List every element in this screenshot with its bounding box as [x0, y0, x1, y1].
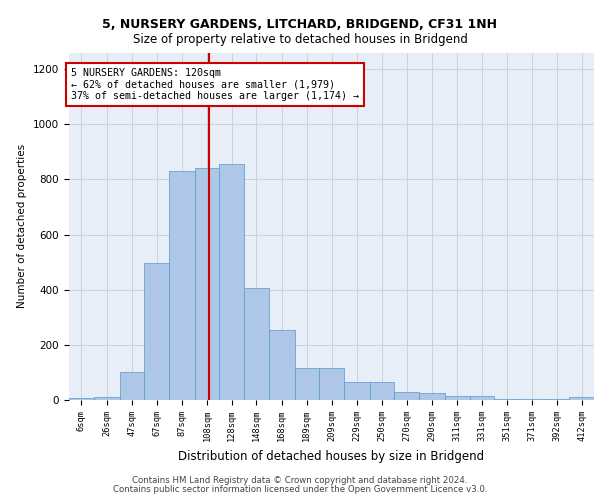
- Text: Contains HM Land Registry data © Crown copyright and database right 2024.: Contains HM Land Registry data © Crown c…: [132, 476, 468, 485]
- Bar: [370, 382, 394, 400]
- Text: Size of property relative to detached houses in Bridgend: Size of property relative to detached ho…: [133, 32, 467, 46]
- X-axis label: Distribution of detached houses by size in Bridgend: Distribution of detached houses by size …: [178, 450, 485, 462]
- Y-axis label: Number of detached properties: Number of detached properties: [17, 144, 28, 308]
- Bar: [244, 288, 269, 400]
- Text: Contains public sector information licensed under the Open Government Licence v3: Contains public sector information licen…: [113, 485, 487, 494]
- Text: 5 NURSERY GARDENS: 120sqm
← 62% of detached houses are smaller (1,979)
37% of se: 5 NURSERY GARDENS: 120sqm ← 62% of detac…: [71, 68, 359, 101]
- Bar: [295, 368, 319, 400]
- Bar: [169, 171, 195, 400]
- Bar: [494, 398, 519, 400]
- Bar: [344, 382, 370, 400]
- Bar: [394, 392, 419, 400]
- Bar: [195, 168, 220, 400]
- Bar: [319, 368, 344, 400]
- Bar: [569, 397, 594, 400]
- Bar: [144, 264, 169, 400]
- Bar: [220, 164, 244, 400]
- Text: 5, NURSERY GARDENS, LITCHARD, BRIDGEND, CF31 1NH: 5, NURSERY GARDENS, LITCHARD, BRIDGEND, …: [103, 18, 497, 30]
- Bar: [445, 396, 470, 400]
- Bar: [69, 398, 94, 400]
- Bar: [269, 330, 295, 400]
- Bar: [419, 393, 445, 400]
- Bar: [94, 396, 119, 400]
- Bar: [519, 398, 545, 400]
- Bar: [545, 398, 569, 400]
- Bar: [470, 396, 494, 400]
- Bar: [119, 372, 144, 400]
